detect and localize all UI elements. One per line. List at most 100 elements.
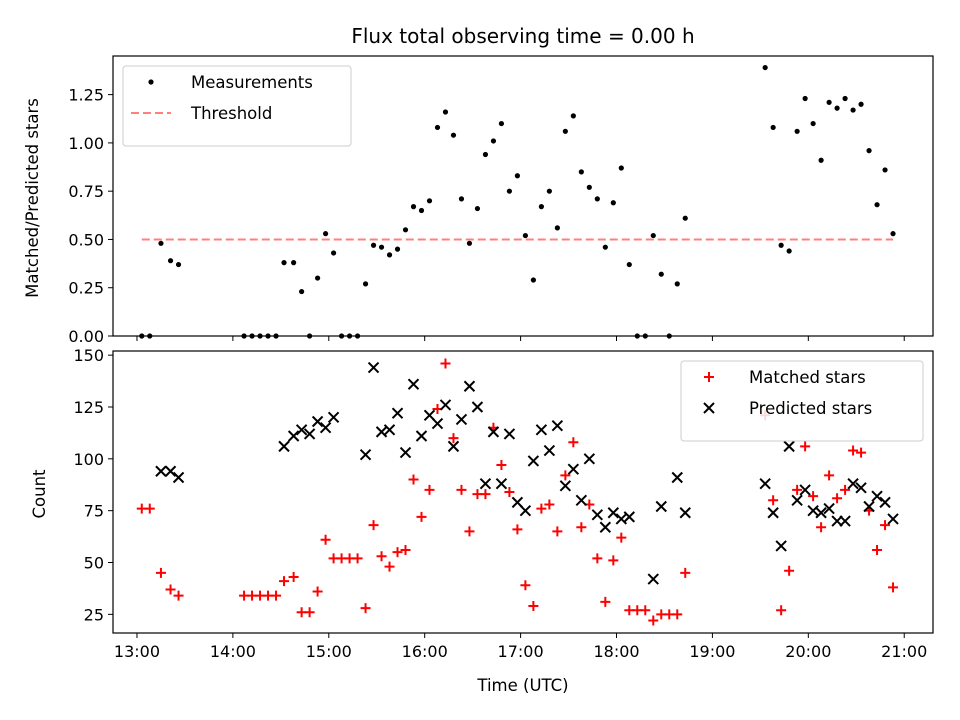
matched-star-point — [279, 576, 290, 587]
predicted-star-point — [759, 477, 771, 490]
measurement-point — [418, 207, 425, 214]
bottom-y-tick-label: 100 — [73, 450, 104, 469]
predicted-star-point — [679, 507, 691, 519]
predicted-star-point — [847, 477, 859, 490]
x-tick-label: 15:00 — [306, 642, 352, 661]
matched-star-point — [776, 605, 787, 616]
measurement-point — [474, 205, 481, 212]
predicted-star-point — [431, 417, 444, 430]
measurement-point — [618, 165, 624, 171]
bottom-legend-box — [680, 360, 924, 442]
measurement-point — [842, 95, 848, 102]
predicted-star-point — [463, 380, 476, 392]
measurement-point — [530, 277, 536, 283]
bottom-plot: 13:00 14:00 15:00 16:00 17:00 18:00 19:00 20:00… — [73, 346, 934, 661]
matched-star-point — [360, 603, 371, 614]
measurement-point — [522, 232, 528, 239]
matched-star-point — [848, 445, 859, 456]
measurement-point — [562, 128, 568, 134]
matched-star-point — [840, 484, 851, 495]
matched-star-point — [288, 572, 299, 583]
top-y-tick-label: 0.50 — [68, 230, 104, 249]
predicted-star-point — [543, 444, 556, 457]
matched-star-point — [648, 615, 659, 626]
measurement-point — [874, 202, 880, 208]
legend-label: Threshold — [190, 104, 272, 123]
top-y-tick-label: 0.25 — [68, 279, 104, 298]
predicted-star-point — [879, 496, 891, 509]
matched-star-point — [800, 441, 811, 452]
predicted-star-point — [839, 515, 851, 527]
predicted-star-point — [823, 502, 835, 515]
top-y-tick-label: 1.00 — [68, 134, 104, 153]
top-plot-title: Flux total observing time = 0.00 h — [351, 24, 694, 48]
matched-star-point — [408, 474, 419, 485]
measurement-point — [498, 120, 505, 127]
measurement-point — [370, 242, 377, 248]
predicted-star-point — [535, 424, 548, 436]
matched-star-point — [155, 567, 166, 578]
predicted-star-point — [311, 415, 324, 428]
measurement-point — [610, 200, 616, 206]
measurement-point — [158, 240, 164, 246]
measurement-point — [362, 281, 369, 287]
predicted-star-point — [399, 446, 412, 459]
predicted-star-point — [295, 424, 308, 436]
matched-star-point — [784, 565, 795, 576]
measurement-point — [466, 240, 473, 246]
predicted-star-point — [863, 500, 875, 513]
measurement-point — [762, 64, 768, 71]
measurement-point — [175, 261, 182, 268]
matched-star-point — [496, 460, 507, 471]
measurement-point — [394, 246, 401, 252]
matched-star-point — [271, 590, 282, 601]
top-legend: Measurements Threshold — [122, 65, 352, 147]
matched-star-point — [384, 561, 395, 572]
measurement-point — [826, 99, 832, 105]
bottom-plot-ylabel: Count — [30, 469, 49, 519]
x-tick-label: 20:00 — [785, 642, 831, 661]
matched-star-point — [560, 470, 571, 481]
top-y-tick-label: 0.00 — [68, 327, 104, 346]
measurement-point — [281, 260, 287, 266]
predicted-star-point — [359, 448, 372, 461]
matched-star-point — [173, 590, 184, 601]
measurement-point — [538, 204, 544, 210]
matched-star-point — [880, 520, 891, 531]
predicted-star-point — [559, 480, 572, 492]
top-y-tick-label: 0.75 — [68, 182, 104, 201]
top-legend-box — [122, 65, 352, 147]
measurement-point — [786, 248, 792, 254]
measurement-point — [834, 105, 840, 111]
predicted-star-point — [623, 511, 636, 523]
predicted-star-point — [367, 361, 380, 374]
predicted-star-point — [615, 513, 628, 525]
measurement-point — [299, 288, 305, 295]
x-tick-label: 18:00 — [593, 642, 639, 661]
predicted-star-point — [791, 494, 803, 507]
matched-star-point — [400, 545, 411, 556]
matched-star-point — [512, 524, 523, 535]
matched-star-point — [824, 470, 835, 481]
predicted-star-point — [303, 428, 316, 440]
measurement-point — [554, 225, 560, 231]
predicted-star-point — [871, 490, 883, 502]
predicted-star-point — [278, 440, 290, 453]
measurement-point — [490, 138, 497, 144]
measurement-point — [546, 188, 552, 194]
matched-star-point — [464, 526, 475, 537]
x-tick-label: 13:00 — [114, 642, 160, 661]
matched-star-point — [792, 484, 803, 495]
measurement-point — [570, 113, 576, 119]
bottom-plot-xlabel: Time (UTC) — [476, 676, 568, 695]
measurement-point — [482, 151, 489, 158]
measurement-point — [818, 157, 824, 163]
legend-label: Matched stars — [749, 368, 866, 387]
matched-star-point — [416, 511, 427, 522]
matched-star-point — [856, 447, 867, 458]
x-tick-label: 19:00 — [689, 642, 735, 661]
measurement-point — [315, 275, 321, 281]
matched-star-point — [592, 553, 603, 564]
matched-star-point — [640, 605, 651, 616]
measurement-point — [890, 231, 896, 237]
